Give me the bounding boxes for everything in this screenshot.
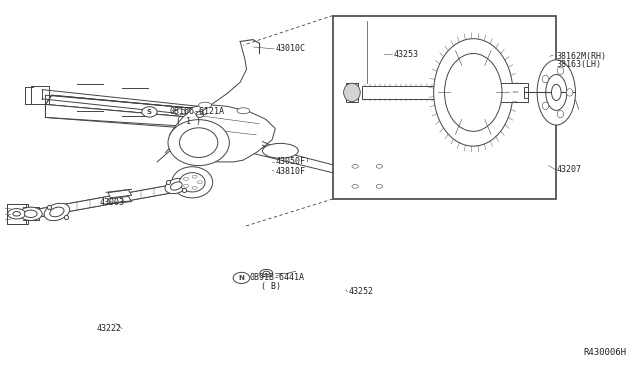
Polygon shape: [170, 105, 275, 162]
Polygon shape: [395, 166, 411, 196]
Ellipse shape: [8, 209, 26, 219]
Ellipse shape: [44, 203, 70, 221]
Text: 43222: 43222: [97, 324, 122, 333]
Polygon shape: [362, 86, 435, 99]
Ellipse shape: [24, 210, 37, 218]
Polygon shape: [33, 182, 189, 218]
Ellipse shape: [552, 84, 561, 100]
Ellipse shape: [170, 182, 182, 190]
Ellipse shape: [260, 269, 273, 277]
Polygon shape: [500, 83, 527, 102]
Polygon shape: [346, 83, 358, 102]
Polygon shape: [45, 105, 192, 127]
Text: 43252: 43252: [349, 287, 374, 296]
Ellipse shape: [237, 108, 250, 114]
Ellipse shape: [352, 185, 358, 188]
Ellipse shape: [350, 164, 386, 190]
Polygon shape: [108, 196, 132, 204]
Ellipse shape: [179, 173, 205, 192]
Polygon shape: [351, 165, 384, 171]
Text: ( B): ( B): [260, 282, 280, 291]
Ellipse shape: [263, 271, 269, 275]
Ellipse shape: [557, 67, 564, 74]
Polygon shape: [108, 190, 132, 198]
Ellipse shape: [198, 102, 211, 108]
Ellipse shape: [542, 102, 548, 109]
Ellipse shape: [197, 181, 202, 184]
Ellipse shape: [344, 83, 360, 102]
Ellipse shape: [233, 272, 250, 283]
Ellipse shape: [352, 164, 358, 168]
Text: 43810F: 43810F: [275, 167, 305, 176]
Ellipse shape: [376, 185, 383, 188]
Polygon shape: [524, 87, 527, 98]
Text: 38163(LH): 38163(LH): [556, 60, 602, 69]
Ellipse shape: [434, 39, 513, 146]
Text: 0B91B-6441A: 0B91B-6441A: [250, 273, 305, 282]
Polygon shape: [45, 95, 192, 118]
Ellipse shape: [262, 143, 298, 158]
Text: 43207: 43207: [556, 165, 581, 174]
Ellipse shape: [173, 109, 186, 115]
Ellipse shape: [396, 170, 412, 195]
Ellipse shape: [184, 184, 189, 187]
Ellipse shape: [50, 207, 64, 217]
Text: ( 1 ): ( 1 ): [176, 117, 202, 126]
Polygon shape: [7, 204, 26, 224]
Ellipse shape: [142, 107, 157, 117]
Text: S: S: [147, 109, 152, 115]
Text: 0B166-6121A: 0B166-6121A: [170, 108, 225, 116]
Ellipse shape: [546, 74, 567, 110]
Ellipse shape: [566, 89, 573, 96]
Ellipse shape: [13, 212, 20, 216]
Text: R430006H: R430006H: [584, 348, 627, 357]
Text: 43003: 43003: [100, 198, 125, 207]
Polygon shape: [365, 164, 397, 195]
Ellipse shape: [168, 120, 229, 166]
Ellipse shape: [192, 186, 197, 189]
Ellipse shape: [196, 112, 204, 118]
Text: 43050F: 43050F: [275, 157, 305, 166]
Ellipse shape: [537, 60, 575, 125]
Text: 38162M(RH): 38162M(RH): [556, 52, 606, 61]
Text: 43010C: 43010C: [275, 44, 305, 53]
Ellipse shape: [542, 75, 548, 83]
Ellipse shape: [376, 164, 383, 168]
Ellipse shape: [445, 54, 502, 131]
Ellipse shape: [19, 207, 42, 221]
Ellipse shape: [192, 175, 197, 178]
Ellipse shape: [172, 167, 212, 198]
Bar: [333, 16, 556, 199]
Text: 43253: 43253: [394, 50, 419, 59]
Ellipse shape: [557, 110, 564, 118]
Ellipse shape: [179, 128, 218, 157]
Ellipse shape: [342, 157, 394, 196]
Text: N: N: [239, 275, 244, 281]
Ellipse shape: [165, 178, 188, 194]
Ellipse shape: [184, 177, 189, 180]
